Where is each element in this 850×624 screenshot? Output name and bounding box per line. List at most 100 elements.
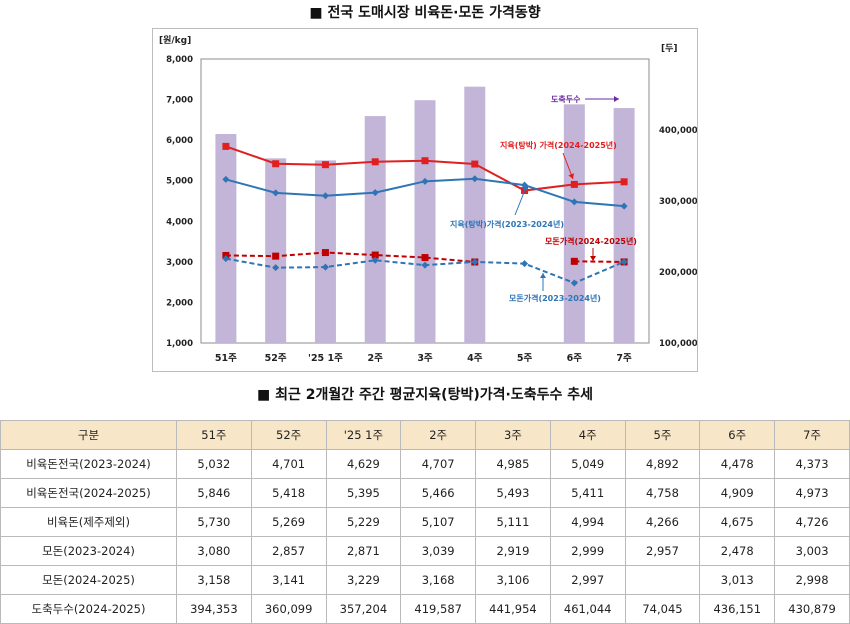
series-point (272, 264, 280, 272)
table-cell: 5,111 (475, 507, 551, 537)
right-axis-tick-label: 200,000 (659, 268, 697, 278)
series-point (272, 189, 280, 197)
table-row: 비육돈전국(2024-2025) 5,846 5,418 5,395 5,466 5,49… (0, 478, 850, 508)
table-cell: 2,871 (325, 536, 402, 566)
table-cell: 5,049 (549, 449, 626, 479)
series-point (570, 279, 578, 287)
table-cell: 3,141 (250, 565, 327, 595)
table-cell: 430,879 (774, 594, 850, 624)
bar-slaughter (464, 86, 486, 344)
x-tick-label: 7주 (616, 353, 632, 364)
series-point (321, 161, 329, 169)
table-cell: 441,954 (475, 594, 551, 624)
annotation-label: 지육(탕박) 가격(2024-2025년) (500, 140, 617, 150)
table-row: 모돈(2024-2025) 3,158 3,141 3,229 3,168 3,106 2,… (0, 565, 850, 595)
annotation-label: 도축두수 (551, 94, 581, 104)
table-cell: 5,107 (400, 507, 477, 537)
bar-slaughter (414, 100, 436, 343)
series-point (421, 157, 429, 165)
table-cell: 419,587 (400, 594, 477, 624)
left-axis-unit: [원/kg] (159, 34, 191, 46)
left-axis-tick-label: 5,000 (166, 177, 193, 187)
series-point (272, 252, 280, 260)
annotation-arrowhead (614, 96, 619, 102)
table-cell: 2,999 (549, 536, 626, 566)
left-axis-tick-label: 6,000 (166, 136, 193, 146)
table-header-week: 6주 (699, 420, 776, 450)
series-point (570, 257, 578, 265)
table-cell: 3,003 (774, 536, 850, 566)
series-point (620, 202, 628, 210)
table-row: 도축두수(2024-2025) 394,353 360,099 357,204 419,… (0, 594, 850, 624)
table-header-week: 7주 (774, 420, 850, 450)
x-tick-label: 52주 (265, 353, 287, 364)
annotation-label: 지육(탕박)가격(2023-2024년) (450, 219, 564, 229)
series-point (321, 249, 329, 257)
table-cell: 5,418 (250, 478, 327, 508)
table-cell: 436,151 (699, 594, 776, 624)
table-cell: 4,266 (624, 507, 701, 537)
left-axis-tick-label: 4,000 (166, 217, 193, 227)
annotation-arrow (514, 184, 528, 216)
series-point (521, 260, 529, 268)
series-point (222, 175, 230, 183)
table-cell: 3,039 (400, 536, 477, 566)
table-cell: 5,493 (475, 478, 551, 508)
table-cell: 74,045 (624, 594, 701, 624)
series-point (321, 263, 329, 271)
table-cell: 4,892 (624, 449, 701, 479)
table-cell (624, 565, 701, 595)
table-cell: 5,846 (176, 478, 252, 508)
table-cell: 360,099 (250, 594, 327, 624)
table-cell: 4,701 (250, 449, 327, 479)
table-header-week: 51주 (176, 420, 252, 450)
combo-chart: 1,000 2,000 3,000 4,000 5,000 6,000 7,000 8,000… (159, 34, 697, 364)
table-cell: 5,032 (176, 449, 252, 479)
series-line (225, 251, 475, 263)
right-axis-unit: [두] (661, 43, 678, 54)
table-cell: 5,466 (400, 478, 477, 508)
table-cell: 3,158 (176, 565, 252, 595)
series-point (371, 189, 379, 197)
x-tick-label: 4주 (467, 353, 483, 364)
table-cell: 4,707 (400, 449, 477, 479)
left-axis-tick-label: 1,000 (166, 339, 193, 349)
row-label: 비육돈전국(2023-2024) (0, 449, 177, 479)
series-point (570, 198, 578, 206)
x-tick-label: 6주 (567, 353, 583, 364)
series-point (421, 261, 429, 269)
series-point (570, 180, 578, 188)
table-cell: 461,044 (549, 594, 626, 624)
table-header-label: 구분 (0, 420, 177, 450)
series-point (321, 192, 329, 200)
table-cell: 4,985 (475, 449, 551, 479)
table-cell: 4,629 (325, 449, 402, 479)
x-tick-label: 2주 (368, 353, 384, 364)
left-axis-tick-label: 2,000 (166, 298, 193, 308)
x-tick-label: 3주 (417, 353, 433, 364)
series-line (574, 260, 625, 263)
table-cell: 4,373 (774, 449, 850, 479)
x-tick-label: 51주 (215, 353, 237, 364)
right-axis-tick-label: 300,000 (659, 197, 697, 207)
bar-slaughter (613, 108, 635, 343)
bar-slaughter (265, 158, 287, 343)
table-cell: 3,168 (400, 565, 477, 595)
row-label: 도축두수(2024-2025) (0, 594, 177, 624)
table-cell: 5,395 (325, 478, 402, 508)
series-point (222, 142, 230, 150)
table-row: 모돈(2023-2024) 3,080 2,857 2,871 3,039 2,919 2,… (0, 536, 850, 566)
table-cell: 4,675 (699, 507, 776, 537)
series-point (620, 178, 628, 186)
annotation-arrowhead (522, 185, 528, 191)
table-cell: 357,204 (325, 594, 402, 624)
table-cell: 4,478 (699, 449, 776, 479)
left-axis-tick-label: 8,000 (166, 55, 193, 65)
table-cell: 3,013 (699, 565, 776, 595)
series-point (222, 255, 230, 263)
table-header-week: 5주 (624, 420, 701, 450)
table-cell: 2,919 (475, 536, 551, 566)
right-axis-tick-label: 100,000 (659, 339, 697, 349)
annotation-arrowhead (590, 256, 596, 261)
table-cell: 4,973 (774, 478, 850, 508)
